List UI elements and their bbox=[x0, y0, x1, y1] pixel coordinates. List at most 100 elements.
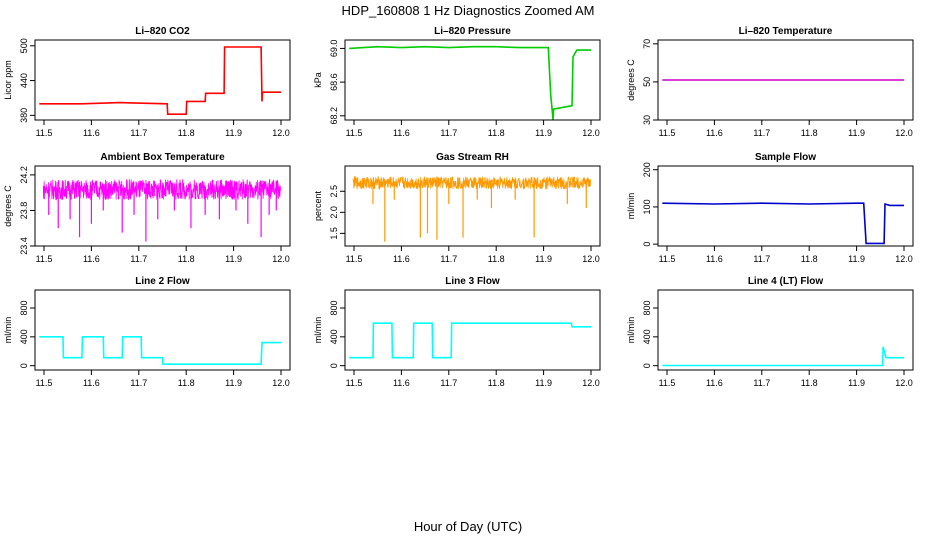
plot-area bbox=[42, 178, 281, 242]
x-tick-label: 11.9 bbox=[848, 254, 865, 264]
x-tick-label: 11.7 bbox=[440, 254, 457, 264]
plot-area bbox=[352, 175, 591, 242]
panel-title: Gas Stream RH bbox=[436, 152, 509, 163]
x-tick-label: 11.9 bbox=[225, 128, 242, 138]
x-tick-label: 11.8 bbox=[178, 378, 195, 388]
x-tick-label: 11.7 bbox=[440, 128, 457, 138]
x-tick-label: 11.5 bbox=[36, 254, 53, 264]
y-tick-label: 30 bbox=[642, 115, 652, 125]
y-tick-label: 0 bbox=[19, 363, 29, 368]
x-tick-label: 11.8 bbox=[178, 254, 195, 264]
x-tick-label: 11.8 bbox=[801, 128, 818, 138]
x-tick-label: 11.9 bbox=[225, 254, 242, 264]
x-tick-label: 11.8 bbox=[801, 254, 818, 264]
x-tick-label: 11.5 bbox=[659, 128, 676, 138]
x-tick-label: 11.5 bbox=[659, 378, 676, 388]
series-line bbox=[349, 322, 591, 359]
series-line bbox=[349, 45, 591, 120]
plot-frame bbox=[34, 165, 291, 247]
y-tick-label: 0 bbox=[642, 242, 652, 247]
plot-frame bbox=[344, 39, 601, 121]
plot-frame bbox=[34, 39, 291, 121]
y-tick-label: 400 bbox=[329, 329, 339, 344]
y-tick-label: 68.6 bbox=[329, 73, 339, 91]
figure-xlabel: Hour of Day (UTC) bbox=[414, 519, 522, 534]
y-tick-label: 2.5 bbox=[329, 185, 339, 198]
x-tick-label: 12.0 bbox=[582, 254, 600, 264]
x-tick-label: 11.6 bbox=[706, 378, 723, 388]
panel-title: Line 2 Flow bbox=[135, 276, 190, 287]
y-tick-label: 23.4 bbox=[19, 237, 29, 255]
x-tick-label: 11.9 bbox=[535, 128, 552, 138]
y-axis-label: ml/min bbox=[626, 317, 636, 344]
x-tick-label: 11.6 bbox=[83, 378, 100, 388]
y-tick-label: 69.0 bbox=[329, 40, 339, 58]
plot-area bbox=[349, 45, 591, 120]
x-tick-label: 11.9 bbox=[535, 378, 552, 388]
x-tick-label: 12.0 bbox=[895, 378, 913, 388]
y-tick-label: 800 bbox=[642, 301, 652, 316]
panel-3: Li–820 Temperature 11.5 11.6 11.7 11.8 11.9 12… bbox=[626, 26, 914, 138]
series-line bbox=[39, 336, 281, 365]
x-tick-label: 11.7 bbox=[753, 128, 770, 138]
y-axis-label: ml/min bbox=[3, 317, 13, 344]
y-tick-label: 1.5 bbox=[329, 227, 339, 240]
y-axis-label: kPa bbox=[313, 72, 323, 88]
y-tick-label: 70 bbox=[642, 39, 652, 49]
x-tick-label: 11.7 bbox=[130, 128, 147, 138]
y-tick-label: 380 bbox=[19, 108, 29, 123]
plot-frame bbox=[657, 289, 914, 371]
plot-frame bbox=[34, 289, 291, 371]
x-tick-label: 11.5 bbox=[346, 378, 363, 388]
panel-grid: Li–820 CO2 11.5 11.6 11.7 11.8 11.9 12.0 380 440… bbox=[3, 26, 914, 388]
y-tick-label: 0 bbox=[329, 363, 339, 368]
panel-5: Gas Stream RH 11.5 11.6 11.7 11.8 11.9 12.0 1.5… bbox=[313, 152, 601, 264]
x-tick-label: 11.8 bbox=[801, 378, 818, 388]
plot-area bbox=[349, 322, 591, 359]
y-tick-label: 500 bbox=[19, 38, 29, 53]
figure-title: HDP_160808 1 Hz Diagnostics Zoomed AM bbox=[342, 3, 595, 18]
y-tick-label: 50 bbox=[642, 77, 652, 87]
x-tick-label: 11.8 bbox=[178, 128, 195, 138]
panel-4: Ambient Box Temperature 11.5 11.6 11.7 11.8 1… bbox=[3, 152, 291, 264]
series-line bbox=[39, 46, 281, 115]
x-tick-label: 12.0 bbox=[272, 254, 290, 264]
y-tick-label: 100 bbox=[642, 199, 652, 214]
plot-frame bbox=[344, 165, 601, 247]
panel-title: Li–820 Temperature bbox=[739, 26, 833, 37]
panel-8: Line 3 Flow 11.5 11.6 11.7 11.8 11.9 12.0 0 400 8… bbox=[313, 276, 601, 388]
panel-2: Li–820 Pressure 11.5 11.6 11.7 11.8 11.9 12.0 6… bbox=[313, 26, 601, 138]
y-tick-label: 200 bbox=[642, 162, 652, 177]
x-tick-label: 12.0 bbox=[895, 254, 913, 264]
panel-7: Line 2 Flow 11.5 11.6 11.7 11.8 11.9 12.0 0 400 8… bbox=[3, 276, 291, 388]
series-line bbox=[662, 202, 904, 245]
y-tick-label: 2.0 bbox=[329, 206, 339, 219]
x-tick-label: 11.8 bbox=[488, 128, 505, 138]
panel-title: Line 3 Flow bbox=[445, 276, 500, 287]
y-tick-label: 800 bbox=[329, 301, 339, 316]
x-tick-label: 11.9 bbox=[535, 254, 552, 264]
panel-1: Li–820 CO2 11.5 11.6 11.7 11.8 11.9 12.0 380 440… bbox=[3, 26, 291, 138]
y-tick-label: 400 bbox=[642, 329, 652, 344]
series-noise bbox=[352, 175, 591, 191]
x-tick-label: 11.6 bbox=[393, 254, 410, 264]
x-tick-label: 11.6 bbox=[393, 128, 410, 138]
panel-title: Li–820 Pressure bbox=[434, 26, 511, 37]
y-tick-label: 400 bbox=[19, 329, 29, 344]
series-line bbox=[662, 346, 904, 367]
x-tick-label: 11.5 bbox=[346, 128, 363, 138]
x-tick-label: 11.5 bbox=[36, 128, 53, 138]
y-axis-label: ml/min bbox=[626, 193, 636, 220]
x-tick-label: 11.9 bbox=[848, 128, 865, 138]
x-tick-label: 11.6 bbox=[83, 128, 100, 138]
panel-title: Sample Flow bbox=[755, 152, 816, 163]
x-tick-label: 11.8 bbox=[488, 378, 505, 388]
x-tick-label: 12.0 bbox=[272, 128, 290, 138]
y-axis-label: degrees C bbox=[626, 59, 636, 101]
x-tick-label: 12.0 bbox=[582, 378, 600, 388]
plot-area bbox=[39, 46, 281, 115]
x-tick-label: 11.5 bbox=[659, 254, 676, 264]
x-tick-label: 11.6 bbox=[706, 128, 723, 138]
x-tick-label: 12.0 bbox=[582, 128, 600, 138]
y-tick-label: 68.2 bbox=[329, 107, 339, 125]
